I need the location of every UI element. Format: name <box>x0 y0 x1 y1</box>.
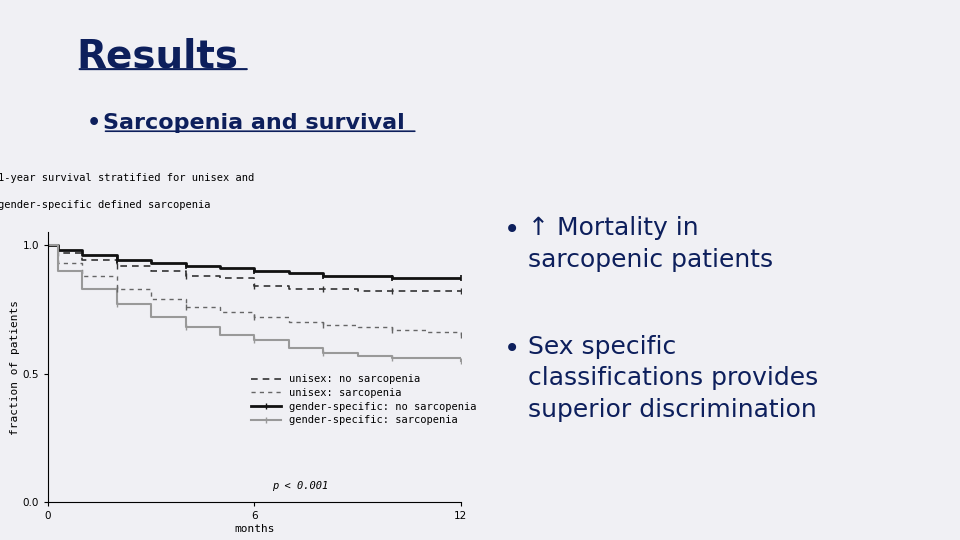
Text: •: • <box>504 335 520 363</box>
Y-axis label: fraction of patients: fraction of patients <box>10 300 20 435</box>
Text: p < 0.001: p < 0.001 <box>272 481 328 491</box>
Legend: unisex: no sarcopenia, unisex: sarcopenia, gender-specific: no sarcopenia, gende: unisex: no sarcopenia, unisex: sarcopeni… <box>248 370 481 429</box>
Text: 1-year survival stratified for unisex and: 1-year survival stratified for unisex an… <box>0 173 254 183</box>
Text: gender-specific defined sarcopenia: gender-specific defined sarcopenia <box>0 200 211 210</box>
Text: Sex specific
classifications provides
superior discrimination: Sex specific classifications provides su… <box>528 335 818 422</box>
Text: •: • <box>86 113 101 133</box>
Text: ↑ Mortality in
sarcopenic patients: ↑ Mortality in sarcopenic patients <box>528 216 773 272</box>
Text: •: • <box>504 216 520 244</box>
X-axis label: months: months <box>234 524 275 534</box>
Text: Sarcopenia and survival: Sarcopenia and survival <box>103 113 404 133</box>
Text: Results: Results <box>77 38 239 76</box>
